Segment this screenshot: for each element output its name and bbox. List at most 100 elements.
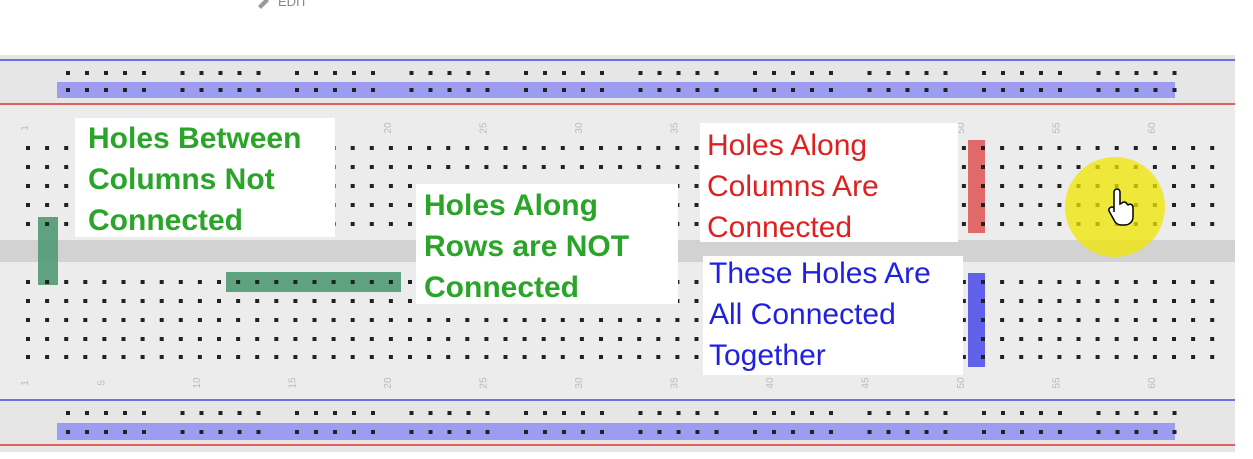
rail-hole bbox=[581, 411, 585, 415]
rail-hole bbox=[295, 411, 299, 415]
rail-hole bbox=[753, 430, 757, 434]
hole bbox=[961, 337, 966, 341]
hole bbox=[64, 299, 69, 303]
hole bbox=[293, 280, 298, 284]
column-number: 20 bbox=[383, 122, 394, 134]
hole bbox=[369, 222, 374, 226]
rail-hole bbox=[600, 71, 604, 75]
rail-hole bbox=[142, 71, 146, 75]
hole bbox=[1191, 165, 1196, 169]
rail-hole bbox=[428, 430, 433, 434]
hole bbox=[274, 280, 279, 284]
column-number: 25 bbox=[478, 122, 489, 134]
rail-hole bbox=[1153, 88, 1158, 92]
hole bbox=[1172, 337, 1176, 341]
hole bbox=[121, 318, 126, 322]
hole bbox=[1172, 299, 1176, 303]
column-number: 55 bbox=[1051, 122, 1062, 134]
hole bbox=[236, 337, 241, 341]
hole bbox=[694, 222, 699, 226]
hole bbox=[1000, 299, 1005, 303]
hole bbox=[1172, 146, 1176, 150]
rail-hole bbox=[676, 430, 681, 434]
hole bbox=[64, 165, 69, 169]
hole bbox=[1210, 337, 1215, 341]
hole bbox=[45, 203, 50, 207]
hole bbox=[1038, 280, 1043, 284]
hole bbox=[350, 299, 355, 303]
rail-hole bbox=[333, 430, 337, 434]
hole bbox=[331, 355, 336, 359]
column-number: 30 bbox=[574, 377, 585, 389]
rail-hole bbox=[218, 88, 223, 92]
rail-hole bbox=[371, 71, 375, 75]
hole bbox=[694, 203, 699, 207]
rail-hole bbox=[1115, 430, 1120, 434]
hole bbox=[522, 165, 527, 169]
hole bbox=[560, 318, 565, 322]
rail-hole bbox=[867, 71, 872, 75]
edit-label[interactable]: EDIT bbox=[278, 0, 308, 9]
rail-hole bbox=[428, 411, 433, 415]
rail-hole bbox=[714, 88, 719, 92]
hole bbox=[45, 184, 50, 188]
hole bbox=[64, 337, 69, 341]
hole bbox=[331, 318, 336, 322]
hole bbox=[656, 165, 661, 169]
hole bbox=[312, 355, 317, 359]
hole bbox=[159, 318, 164, 322]
rail-hole bbox=[1134, 430, 1139, 434]
hole bbox=[102, 280, 107, 284]
hole bbox=[1095, 337, 1100, 341]
hole bbox=[427, 318, 432, 322]
rail-hole bbox=[123, 430, 127, 434]
rail-hole bbox=[66, 430, 70, 434]
rail-hole bbox=[352, 411, 356, 415]
hole bbox=[64, 146, 69, 150]
rail-hole bbox=[562, 88, 566, 92]
rail-hole bbox=[333, 71, 337, 75]
hole bbox=[694, 299, 699, 303]
hole bbox=[140, 355, 145, 359]
hole bbox=[1114, 318, 1119, 322]
hole bbox=[45, 299, 50, 303]
rail-hole bbox=[314, 430, 318, 434]
hole bbox=[140, 318, 145, 322]
hole bbox=[1019, 318, 1024, 322]
hole bbox=[64, 280, 69, 284]
hole bbox=[1076, 337, 1081, 341]
rail-hole bbox=[447, 71, 452, 75]
rail-hole bbox=[943, 430, 948, 434]
hole bbox=[981, 318, 985, 322]
hole bbox=[64, 203, 69, 207]
hole bbox=[1191, 222, 1196, 226]
hole bbox=[64, 318, 69, 322]
rail-hole bbox=[237, 88, 242, 92]
rail-hole bbox=[237, 71, 242, 75]
hole bbox=[1133, 146, 1138, 150]
hole bbox=[197, 355, 202, 359]
hole bbox=[312, 337, 317, 341]
rail-hole bbox=[905, 430, 910, 434]
hole bbox=[83, 337, 88, 341]
hole bbox=[217, 280, 221, 284]
hole bbox=[178, 299, 183, 303]
hole bbox=[981, 299, 985, 303]
rail-hole bbox=[218, 430, 223, 434]
rail-hole bbox=[543, 71, 547, 75]
hole bbox=[541, 318, 546, 322]
rail-hole bbox=[85, 411, 89, 415]
highlight-blue bbox=[968, 273, 985, 367]
column-number: 35 bbox=[669, 377, 680, 389]
hole bbox=[388, 280, 393, 284]
rail-hole bbox=[352, 71, 356, 75]
hole bbox=[64, 222, 69, 226]
rail-hole bbox=[695, 411, 700, 415]
rail-hole bbox=[199, 88, 204, 92]
hole bbox=[961, 203, 966, 207]
hole bbox=[1076, 146, 1081, 150]
hole bbox=[541, 165, 546, 169]
hole bbox=[408, 299, 412, 303]
hole bbox=[694, 337, 699, 341]
rail-hole bbox=[886, 88, 891, 92]
